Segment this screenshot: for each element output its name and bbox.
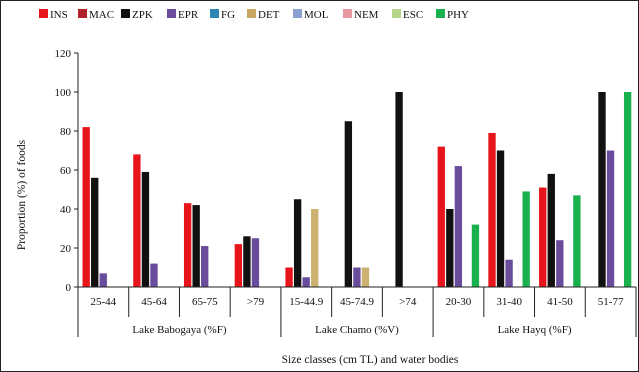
legend-item-epr: EPR: [167, 9, 199, 21]
x-tick-label: 65-75: [192, 296, 218, 308]
bar-ins-65-75: [183, 203, 192, 287]
legend-item-det: DET: [247, 9, 280, 21]
bar-ins-45-64: [133, 154, 141, 287]
legend-swatch: [210, 9, 219, 18]
bar-det-45-74-9: [361, 267, 370, 287]
bar-phy-20-30: [471, 224, 480, 287]
bar-epr-51-77: [606, 150, 615, 287]
bar-epr-79: [251, 238, 260, 287]
x-tick-label: >79: [247, 296, 265, 308]
legend-label: MOL: [304, 9, 329, 21]
legend-label: ZPK: [132, 9, 153, 21]
bar-det-15-44-9: [311, 209, 319, 287]
legend-label: DET: [258, 9, 280, 21]
bar-zpk-45-64: [141, 171, 150, 287]
legend-item-nem: NEM: [343, 9, 379, 21]
legend-item-phy: PHY: [436, 9, 469, 21]
legend-swatch: [436, 9, 445, 18]
bar-epr-45-74-9: [353, 267, 361, 287]
bar-ins-15-44-9: [285, 267, 293, 287]
bar-zpk-79: [243, 236, 251, 287]
legend-label: FG: [221, 9, 235, 21]
legend-swatch: [121, 9, 130, 18]
x-tick-label: 51-77: [598, 296, 624, 308]
y-tick-label: 40: [60, 204, 72, 216]
bar-zpk-41-50: [547, 173, 555, 287]
legend-item-esc: ESC: [392, 9, 423, 21]
y-axis-title: Proportion (%) of foods: [16, 139, 28, 250]
bar-zpk-51-77: [598, 92, 606, 287]
bar-zpk-45-74-9: [344, 121, 353, 287]
legend-item-ins: INS: [39, 9, 68, 21]
x-tick-label: 45-74.9: [340, 296, 374, 308]
legend-swatch: [78, 9, 87, 18]
bar-ins-79: [234, 244, 243, 287]
bar-phy-31-40: [522, 191, 530, 287]
x-tick-label: 45-64: [141, 296, 167, 308]
x-tick-label: 25-44: [91, 296, 117, 308]
y-tick-label: 100: [55, 87, 72, 99]
bars: [82, 92, 632, 287]
bar-zpk-15-44-9: [293, 199, 302, 287]
legend-swatch: [343, 9, 352, 18]
legend-item-mol: MOL: [293, 9, 329, 21]
y-tick-label: 80: [60, 126, 72, 138]
legend-label: EPR: [178, 9, 199, 21]
bar-epr-25-44: [99, 273, 107, 287]
bar-ins-25-44: [82, 127, 90, 287]
group-label-lake-hayq-f: Lake Hayq (%F): [498, 324, 572, 336]
legend-item-zpk: ZPK: [121, 9, 153, 21]
bar-ins-20-30: [437, 146, 445, 287]
bar-zpk-74: [395, 92, 403, 287]
x-tick-label: 41-50: [547, 296, 573, 308]
legend-label: PHY: [447, 9, 469, 21]
legend: INS MAC ZPK EPR FG DET MOL NEM ESC PHY: [39, 9, 469, 21]
bar-zpk-25-44: [91, 177, 99, 287]
x-tick-label: 15-44.9: [289, 296, 323, 308]
y-tick-label: 0: [66, 282, 72, 294]
bar-epr-65-75: [201, 246, 209, 287]
bar-epr-41-50: [556, 240, 564, 287]
legend-swatch: [247, 9, 256, 18]
legend-label: ESC: [403, 9, 423, 21]
bar-phy-41-50: [573, 195, 581, 287]
x-tick-label: 20-30: [446, 296, 472, 308]
legend-item-mac: MAC: [78, 9, 114, 21]
bar-epr-31-40: [505, 259, 513, 287]
x-axis-title: Size classes (cm TL) and water bodies: [282, 354, 459, 366]
y-tick-label: 20: [60, 243, 72, 255]
bar-phy-51-77: [623, 92, 632, 287]
x-tick-label: >74: [399, 296, 417, 308]
bar-zpk-20-30: [446, 209, 454, 287]
legend-swatch: [167, 9, 176, 18]
legend-swatch: [39, 9, 48, 18]
legend-item-fg: FG: [210, 9, 235, 21]
legend-swatch: [293, 9, 302, 18]
y-tick-label: 120: [55, 48, 72, 60]
legend-label: INS: [50, 9, 68, 21]
y-axis: 0 20 40 60 80 100 120: [55, 48, 79, 294]
x-tick-label: 31-40: [496, 296, 522, 308]
bar-ins-41-50: [539, 187, 547, 287]
bar-ins-31-40: [488, 132, 496, 287]
x-axis: 25-44 45-64 65-75 >79 15-44.9 45-74.9 >74 20-30…: [77, 286, 637, 337]
bar-epr-15-44-9: [302, 277, 310, 287]
bar-zpk-65-75: [192, 205, 200, 287]
bar-epr-20-30: [454, 166, 463, 287]
bar-zpk-31-40: [496, 150, 505, 287]
legend-label: MAC: [89, 9, 114, 21]
group-label-lake-chamo-v: Lake Chamo (%V): [315, 324, 399, 336]
group-label-lake-babogaya-f: Lake Babogaya (%F): [132, 324, 226, 336]
y-tick-label: 60: [60, 165, 72, 177]
legend-label: NEM: [354, 9, 379, 21]
bar-epr-45-64: [150, 263, 158, 287]
legend-swatch: [392, 9, 401, 18]
